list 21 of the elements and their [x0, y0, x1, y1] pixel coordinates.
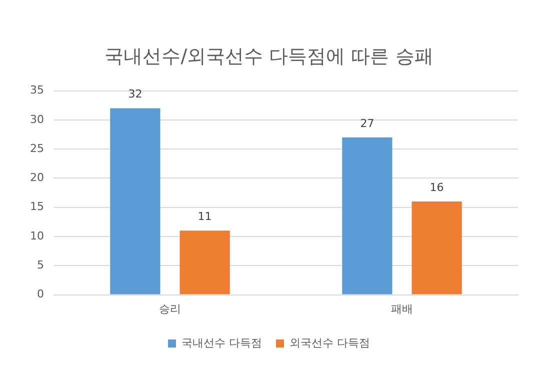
legend-label: 국내선수 다득점: [182, 336, 262, 350]
bar: [180, 230, 230, 294]
x-tick-label: 승리: [159, 302, 181, 316]
y-tick-label: 35: [30, 84, 44, 97]
data-label: 32: [128, 88, 142, 101]
data-label: 27: [360, 116, 374, 130]
legend-label: 외국선수 다득점: [290, 336, 370, 350]
y-tick-label: 25: [30, 142, 44, 155]
data-label: 11: [198, 210, 212, 224]
y-tick-label: 15: [30, 200, 44, 214]
data-label: 16: [430, 180, 444, 194]
bar: [342, 137, 392, 294]
bar: [110, 108, 160, 294]
y-tick-label: 10: [30, 229, 44, 242]
bar: [412, 202, 462, 294]
y-tick-label: 20: [30, 171, 44, 184]
y-tick-label: 30: [30, 112, 44, 126]
y-tick-label: 0: [36, 288, 44, 301]
y-tick-label: 5: [36, 258, 44, 272]
x-tick-label: 패배: [391, 302, 413, 316]
chart-title: 국내선수/외국선수 다득점에 따른 승패: [104, 45, 434, 68]
